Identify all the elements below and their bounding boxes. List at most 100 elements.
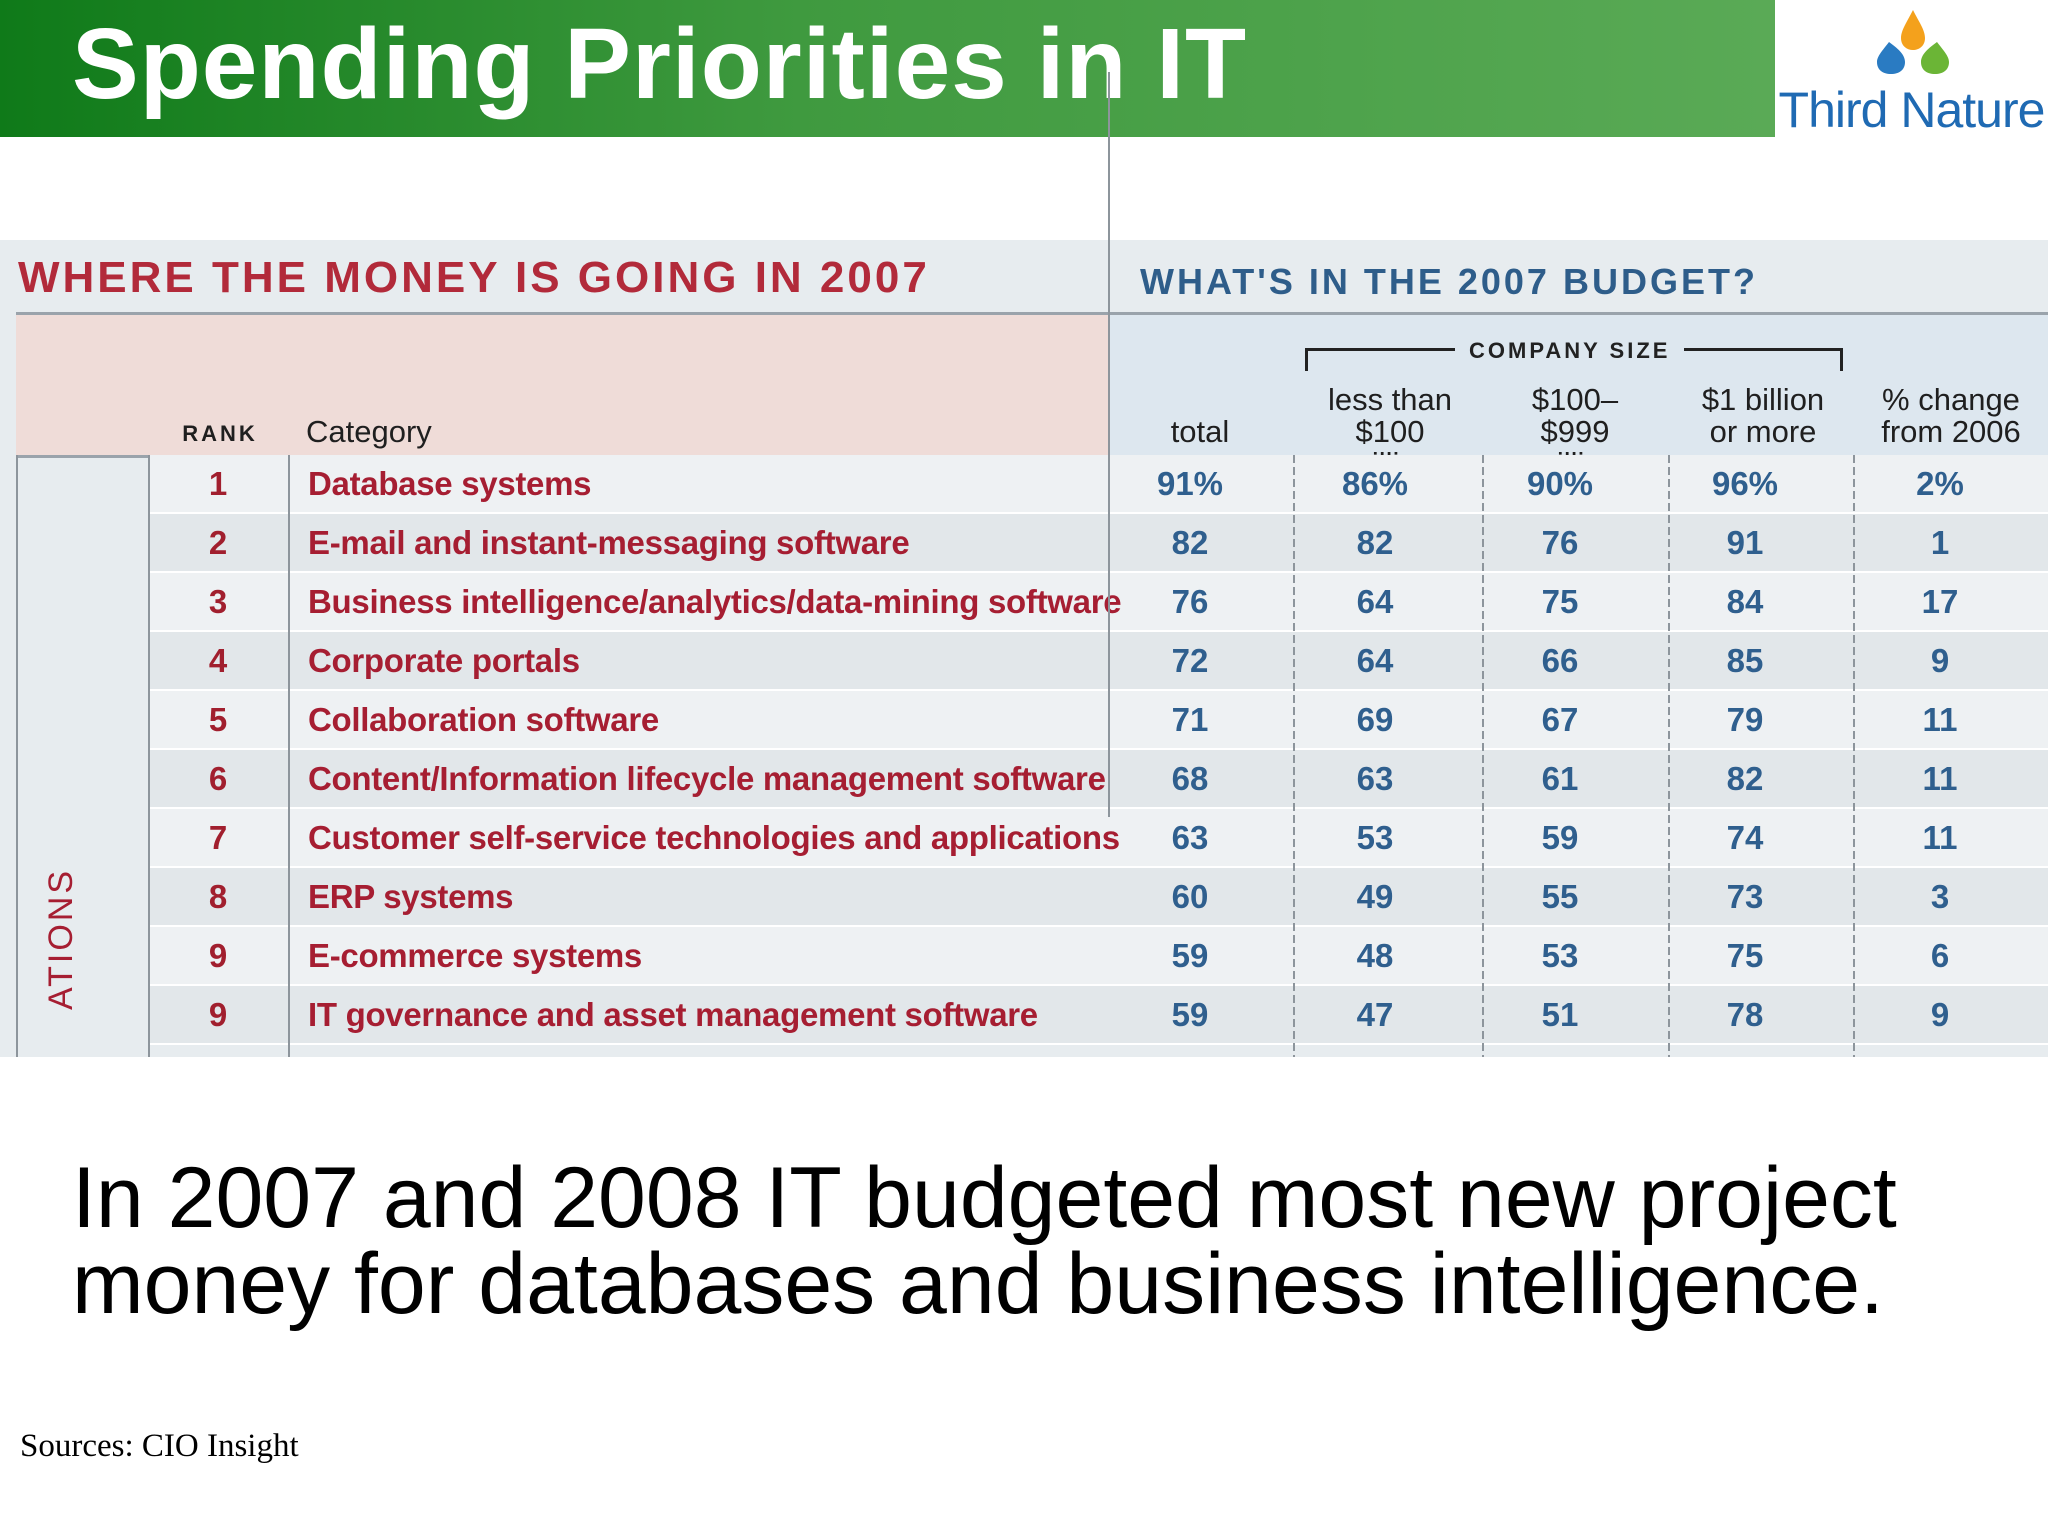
table-heading-right: WHAT'S IN THE 2007 BUDGET? (1140, 261, 1758, 302)
table-row: 4 Corporate portals 72 64 66 85 9 (0, 632, 2048, 691)
100-999m-cell: 59 (1541, 819, 1579, 856)
100-999m-cell: 75 (1541, 583, 1579, 620)
table-row: 3 Business intelligence/analytics/data-m… (0, 573, 2048, 632)
col-header-rank: RANK (182, 421, 258, 446)
col-header-pct-change: % change from 2006 (1881, 382, 2021, 449)
rank-cell: 1 (208, 465, 228, 502)
total-cell: 71 (1171, 701, 1209, 738)
category-cell: E-commerce systems (308, 937, 642, 974)
pct-change-cell: 6 (1930, 937, 1950, 974)
less-100m-cell: 48 (1356, 937, 1394, 974)
category-cell: IT governance and asset management softw… (308, 996, 1038, 1033)
table-row: 8 ERP systems 60 49 55 73 3 (0, 868, 2048, 927)
rank-cell: 9 (208, 937, 228, 974)
pct-change-cell: 11 (1922, 760, 1958, 797)
100-999m-cell: 61 (1541, 760, 1579, 797)
1b-more-cell: 79 (1726, 701, 1764, 738)
slide-body-text: In 2007 and 2008 IT budgeted most new pr… (72, 1150, 1897, 1332)
less-100m-cell: 64 (1356, 583, 1394, 620)
rank-cell: 3 (208, 583, 228, 620)
100-999m-cell: 55 (1541, 878, 1579, 915)
column-divider (288, 455, 290, 1057)
category-cell: Customer self-service technologies and a… (308, 819, 1120, 856)
side-label: ATIONS (42, 867, 80, 1010)
100-999m-cell: 53 (1541, 937, 1579, 974)
pct-change-cell: 2% (1916, 465, 1964, 502)
category-cell: E-mail and instant-messaging software (308, 524, 910, 561)
1b-more-cell: 84 (1726, 583, 1764, 620)
total-cell: 82 (1171, 524, 1209, 561)
table-row: 7 Customer self-service technologies and… (0, 809, 2048, 868)
column-divider (1668, 455, 1670, 1057)
category-cell: Collaboration software (308, 701, 659, 738)
col-header-category: Category (306, 414, 432, 449)
total-cell: 59 (1171, 996, 1209, 1033)
column-divider (1853, 455, 1855, 1057)
category-cell: Business intelligence/analytics/data-min… (308, 583, 1122, 620)
company-size-label: COMPANY SIZE (1455, 338, 1685, 364)
total-cell: 63 (1171, 819, 1209, 856)
100-999m-cell: 90% (1526, 465, 1594, 502)
col-header-total: total (1170, 414, 1230, 449)
source-citation: Sources: CIO Insight (20, 1428, 299, 1464)
less-100m-cell: 63 (1356, 760, 1394, 797)
column-divider (148, 455, 150, 1057)
total-cell: 68 (1171, 760, 1209, 797)
category-cell: ERP systems (308, 878, 514, 915)
pct-change-cell: 3 (1930, 878, 1950, 915)
table-left-edge (16, 455, 18, 1057)
less-100m-cell: 82 (1356, 524, 1394, 561)
rank-cell: 6 (208, 760, 228, 797)
1b-more-cell: 74 (1726, 819, 1764, 856)
1b-more-cell: 75 (1726, 937, 1764, 974)
less-100m-cell: 64 (1356, 642, 1394, 679)
table-row: 2 E-mail and instant-messaging software … (0, 514, 2048, 573)
100-999m-cell: 51 (1541, 996, 1579, 1033)
rank-cell: 5 (208, 701, 228, 738)
third-nature-logo: Third Nature (1775, 0, 2048, 140)
rank-cell: 8 (208, 878, 228, 915)
total-cell: 59 (1171, 937, 1209, 974)
100-999m-cell: 66 (1541, 642, 1579, 679)
col-header-1b-more: $1 billion or more (1701, 382, 1825, 449)
1b-more-cell: 73 (1726, 878, 1764, 915)
pct-change-cell: 17 (1921, 583, 1959, 620)
total-cell: 60 (1171, 878, 1209, 915)
less-100m-cell: 86% (1341, 465, 1409, 502)
logo-drops-icon (1877, 10, 1949, 74)
total-cell: 91% (1156, 465, 1224, 502)
title-bar: Spending Priorities in IT (0, 0, 1775, 137)
logo-text: Third Nature (1778, 82, 2046, 138)
table-row: 6 Content/Information lifecycle manageme… (0, 750, 2048, 809)
category-cell: Corporate portals (308, 642, 580, 679)
table-row: 9 IT governance and asset management sof… (0, 986, 2048, 1045)
rank-cell: 9 (208, 996, 228, 1033)
pct-change-cell: 9 (1930, 996, 1950, 1033)
less-100m-cell: 47 (1356, 996, 1394, 1033)
slide-title: Spending Priorities in IT (72, 8, 1248, 120)
column-divider (1482, 455, 1484, 1057)
1b-more-cell: 78 (1726, 996, 1764, 1033)
total-cell: 76 (1171, 583, 1209, 620)
header-band-right (1110, 312, 2048, 458)
total-cell: 72 (1171, 642, 1209, 679)
1b-more-cell: 85 (1726, 642, 1764, 679)
pct-change-cell: 11 (1922, 701, 1958, 738)
category-cell: Database systems (308, 465, 592, 502)
pct-change-cell: 9 (1930, 642, 1950, 679)
table-row: 1 Database systems 91% 86% 90% 96% 2% (0, 455, 2048, 514)
rank-cell: 4 (208, 642, 228, 679)
rank-cell: 2 (208, 524, 228, 561)
table-row: 5 Collaboration software 71 69 67 79 11 (0, 691, 2048, 750)
column-divider (1108, 72, 1110, 817)
100-999m-cell: 76 (1541, 524, 1579, 561)
pct-change-cell: 11 (1922, 819, 1958, 856)
pct-change-cell: 1 (1930, 524, 1950, 561)
less-100m-cell: 49 (1356, 878, 1394, 915)
1b-more-cell: 96% (1711, 465, 1779, 502)
category-cell: Content/Information lifecycle management… (308, 760, 1106, 797)
less-100m-cell: 69 (1356, 701, 1394, 738)
1b-more-cell: 82 (1726, 760, 1764, 797)
less-100m-cell: 53 (1356, 819, 1394, 856)
rank-cell: 7 (208, 819, 228, 856)
